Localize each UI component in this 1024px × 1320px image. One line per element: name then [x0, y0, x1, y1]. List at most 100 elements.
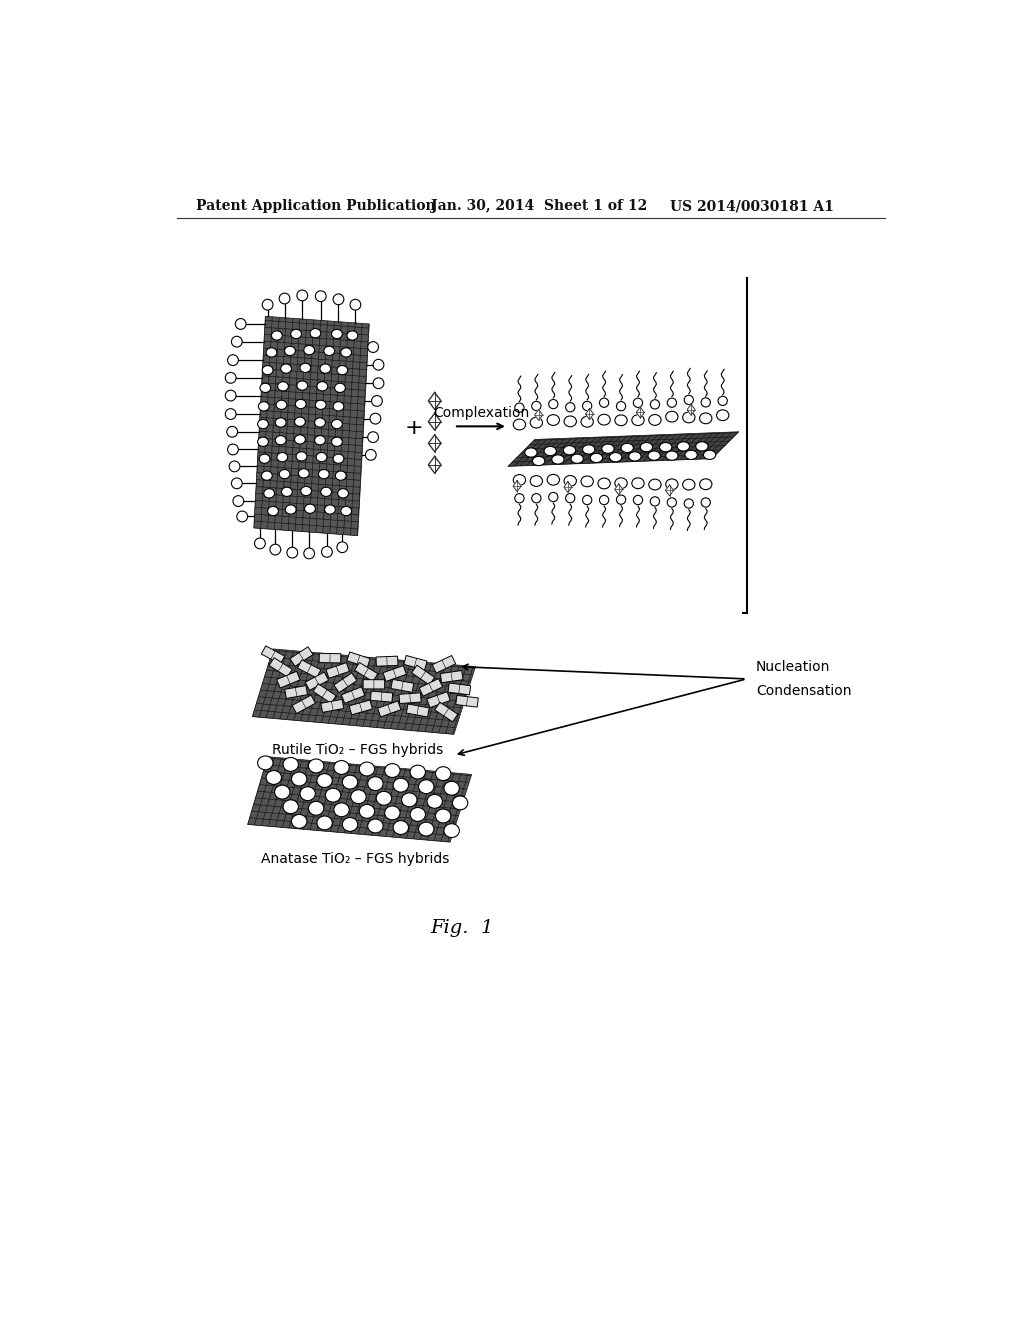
Ellipse shape: [275, 436, 286, 445]
Polygon shape: [269, 657, 292, 677]
Polygon shape: [508, 432, 739, 466]
Ellipse shape: [324, 346, 335, 355]
Ellipse shape: [264, 488, 274, 498]
Polygon shape: [513, 480, 521, 491]
Ellipse shape: [316, 774, 333, 788]
Ellipse shape: [513, 420, 525, 430]
Text: Jan. 30, 2014  Sheet 1 of 12: Jan. 30, 2014 Sheet 1 of 12: [431, 199, 647, 213]
Ellipse shape: [295, 434, 305, 444]
Text: Patent Application Publication: Patent Application Publication: [196, 199, 435, 213]
Circle shape: [227, 355, 239, 366]
Ellipse shape: [666, 451, 678, 461]
Ellipse shape: [703, 450, 716, 459]
Ellipse shape: [314, 418, 326, 428]
Ellipse shape: [401, 793, 417, 807]
Ellipse shape: [376, 792, 391, 805]
Ellipse shape: [274, 785, 290, 799]
Ellipse shape: [333, 401, 344, 411]
Ellipse shape: [649, 479, 662, 490]
Ellipse shape: [547, 414, 559, 425]
Circle shape: [231, 478, 243, 488]
Polygon shape: [347, 652, 370, 668]
Ellipse shape: [261, 471, 272, 480]
Ellipse shape: [316, 816, 333, 830]
Ellipse shape: [564, 475, 577, 486]
Ellipse shape: [283, 758, 298, 771]
Ellipse shape: [292, 814, 307, 829]
Circle shape: [701, 498, 711, 507]
Ellipse shape: [316, 453, 327, 462]
Ellipse shape: [333, 454, 344, 463]
Ellipse shape: [276, 400, 287, 409]
Polygon shape: [428, 457, 441, 474]
Circle shape: [634, 399, 643, 408]
Ellipse shape: [435, 809, 451, 822]
Ellipse shape: [583, 445, 595, 454]
Ellipse shape: [547, 474, 559, 486]
Circle shape: [225, 391, 237, 401]
Ellipse shape: [648, 451, 660, 461]
Polygon shape: [428, 434, 441, 451]
Ellipse shape: [393, 779, 409, 792]
Ellipse shape: [304, 346, 314, 355]
Text: US 2014/0030181 A1: US 2014/0030181 A1: [670, 199, 834, 213]
Circle shape: [616, 401, 626, 411]
Circle shape: [718, 396, 727, 405]
Ellipse shape: [266, 348, 276, 358]
Circle shape: [350, 300, 360, 310]
Polygon shape: [376, 656, 398, 667]
Ellipse shape: [258, 401, 269, 411]
Ellipse shape: [513, 475, 525, 486]
Ellipse shape: [632, 478, 644, 488]
Ellipse shape: [297, 381, 307, 391]
Ellipse shape: [427, 795, 442, 808]
Circle shape: [372, 396, 382, 407]
Ellipse shape: [530, 417, 543, 428]
Circle shape: [668, 399, 677, 408]
Ellipse shape: [666, 479, 678, 490]
Polygon shape: [399, 693, 421, 704]
Ellipse shape: [632, 414, 644, 425]
Polygon shape: [261, 645, 285, 664]
Ellipse shape: [525, 447, 538, 457]
Circle shape: [231, 337, 243, 347]
Ellipse shape: [659, 442, 672, 451]
Polygon shape: [371, 692, 393, 702]
Ellipse shape: [308, 801, 324, 816]
Polygon shape: [435, 702, 458, 722]
Polygon shape: [666, 484, 674, 496]
Ellipse shape: [602, 444, 614, 453]
Circle shape: [668, 498, 677, 507]
Ellipse shape: [685, 450, 697, 459]
Circle shape: [255, 539, 265, 549]
Circle shape: [565, 403, 574, 412]
Ellipse shape: [453, 796, 468, 810]
Circle shape: [225, 409, 237, 420]
Ellipse shape: [267, 507, 279, 516]
Ellipse shape: [295, 400, 306, 409]
Ellipse shape: [282, 487, 292, 496]
Circle shape: [237, 511, 248, 521]
Circle shape: [684, 499, 693, 508]
Circle shape: [304, 548, 314, 558]
Ellipse shape: [385, 763, 400, 777]
Ellipse shape: [325, 504, 336, 513]
Polygon shape: [383, 665, 407, 681]
Ellipse shape: [590, 453, 602, 462]
Ellipse shape: [621, 444, 634, 453]
Ellipse shape: [275, 418, 286, 428]
Polygon shape: [290, 647, 313, 667]
Circle shape: [549, 400, 558, 409]
Circle shape: [226, 426, 238, 437]
Polygon shape: [321, 700, 344, 713]
Polygon shape: [313, 684, 336, 704]
Ellipse shape: [291, 330, 301, 339]
Polygon shape: [254, 317, 370, 536]
Ellipse shape: [308, 759, 324, 774]
Ellipse shape: [271, 331, 283, 341]
Ellipse shape: [295, 417, 305, 426]
Ellipse shape: [318, 470, 330, 479]
Ellipse shape: [530, 475, 543, 487]
Ellipse shape: [316, 381, 328, 391]
Polygon shape: [440, 671, 463, 682]
